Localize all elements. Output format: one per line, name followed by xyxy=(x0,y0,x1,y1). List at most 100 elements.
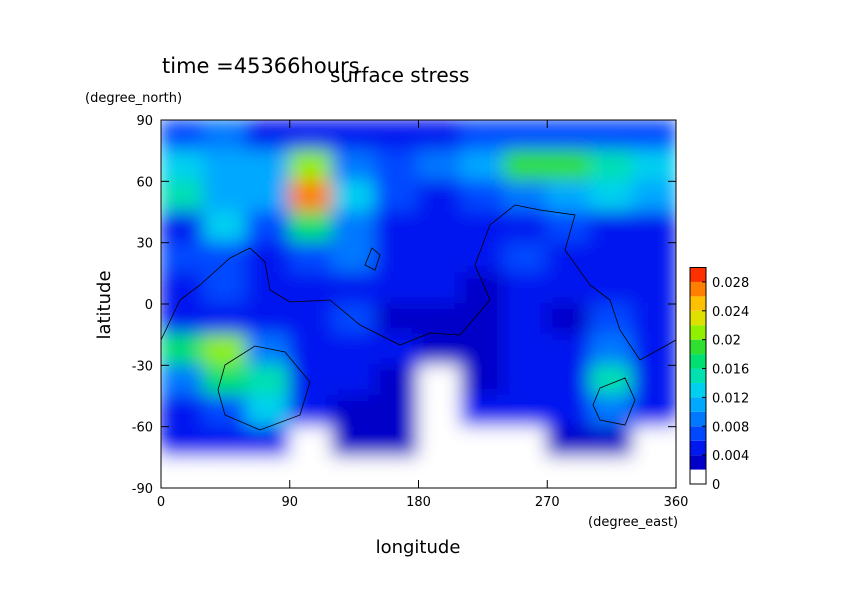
field-cell xyxy=(632,364,676,397)
x-tick-label: 90 xyxy=(281,495,298,510)
field-cell xyxy=(417,180,463,213)
colorbar-segment xyxy=(690,440,706,456)
field-cell xyxy=(460,211,506,244)
field-cell xyxy=(202,211,248,244)
y-tick-label: -30 xyxy=(132,359,153,374)
field-cell xyxy=(589,364,635,397)
colorbar-segment xyxy=(690,281,706,297)
field-cell xyxy=(546,395,592,428)
field-cell xyxy=(546,303,592,336)
field-cell xyxy=(331,456,377,488)
field-cell xyxy=(331,364,377,397)
x-tick-label: 180 xyxy=(406,495,431,510)
field-cell xyxy=(503,425,549,459)
field-cell xyxy=(417,241,463,275)
field-cell xyxy=(546,241,592,275)
field-cell xyxy=(374,211,420,244)
field-cell xyxy=(161,211,205,244)
field-cell xyxy=(503,395,549,428)
field-cell xyxy=(245,272,291,305)
field-cell xyxy=(417,364,463,397)
field-cell xyxy=(245,180,291,213)
field-cell xyxy=(161,395,205,428)
annotation: time =45366hours xyxy=(162,54,360,78)
field-cell xyxy=(460,180,506,213)
field-cell xyxy=(331,272,377,305)
field-cell xyxy=(202,272,248,305)
field-cell xyxy=(202,456,248,488)
field-cell xyxy=(245,425,291,459)
colorbar-tick-label: 0.008 xyxy=(712,420,749,435)
field-cell xyxy=(288,241,334,275)
field-cell xyxy=(202,364,248,397)
field-cell xyxy=(589,272,635,305)
field-cell xyxy=(417,211,463,244)
field-cell xyxy=(417,456,463,488)
field-cell xyxy=(546,272,592,305)
coastline xyxy=(592,377,636,426)
field-cell xyxy=(632,395,676,428)
field-cell xyxy=(460,241,506,275)
field-cell xyxy=(374,149,420,183)
field-cell xyxy=(546,456,592,488)
field-cell xyxy=(632,180,676,213)
field-cell xyxy=(245,364,291,397)
field-cell xyxy=(503,241,549,275)
field-cell xyxy=(460,395,506,428)
field-cell xyxy=(503,149,549,183)
colorbar-segment xyxy=(690,411,706,427)
field-cell xyxy=(161,425,205,459)
field-cell xyxy=(632,241,676,275)
colorbar-segment xyxy=(690,426,706,441)
field-cell xyxy=(546,425,592,459)
field-cell xyxy=(632,303,676,336)
field-cell xyxy=(245,120,291,152)
field-cell xyxy=(589,211,635,244)
field-cell xyxy=(632,333,676,367)
field-cell xyxy=(202,425,248,459)
colorbar-segment xyxy=(690,397,706,412)
field-cell xyxy=(417,303,463,336)
field-cell xyxy=(546,333,592,367)
x-axis-label: longitude xyxy=(376,537,461,558)
colorbar-segment xyxy=(690,382,706,398)
field-cell xyxy=(589,241,635,275)
field-cell xyxy=(331,149,377,183)
field-cell xyxy=(589,456,635,488)
field-cell xyxy=(288,303,334,336)
field-cell xyxy=(374,120,420,152)
field-cell xyxy=(288,149,334,183)
colorbar-segment xyxy=(690,310,706,326)
field-cell xyxy=(161,241,205,275)
field-cell xyxy=(589,303,635,336)
field-cell xyxy=(546,211,592,244)
colorbar-tick-label: 0.028 xyxy=(712,276,749,291)
field-cell xyxy=(632,211,676,244)
field-cell xyxy=(161,120,205,152)
field-cell xyxy=(202,333,248,367)
field-cell xyxy=(331,211,377,244)
field-cell xyxy=(288,272,334,305)
colorbar-segment xyxy=(690,368,706,383)
x-tick-label: 360 xyxy=(664,495,689,510)
chart-title: surface stress xyxy=(330,63,469,87)
field-cell xyxy=(202,395,248,428)
field-cell xyxy=(161,272,205,305)
field-cell xyxy=(245,456,291,488)
field-cell xyxy=(460,364,506,397)
field-cell xyxy=(331,241,377,275)
colorbar-segment xyxy=(690,354,706,369)
x-tick-label: 270 xyxy=(535,495,560,510)
field-cell xyxy=(374,456,420,488)
y-unit: (degree_north) xyxy=(85,91,182,106)
field-cell xyxy=(288,180,334,213)
coastlines xyxy=(161,204,676,431)
field-cell xyxy=(288,211,334,244)
field-cell xyxy=(245,303,291,336)
field-cell xyxy=(417,272,463,305)
field-cell xyxy=(374,364,420,397)
field-cell xyxy=(503,180,549,213)
field-cell xyxy=(417,395,463,428)
field-cell xyxy=(589,120,635,152)
field-cell xyxy=(161,333,205,367)
